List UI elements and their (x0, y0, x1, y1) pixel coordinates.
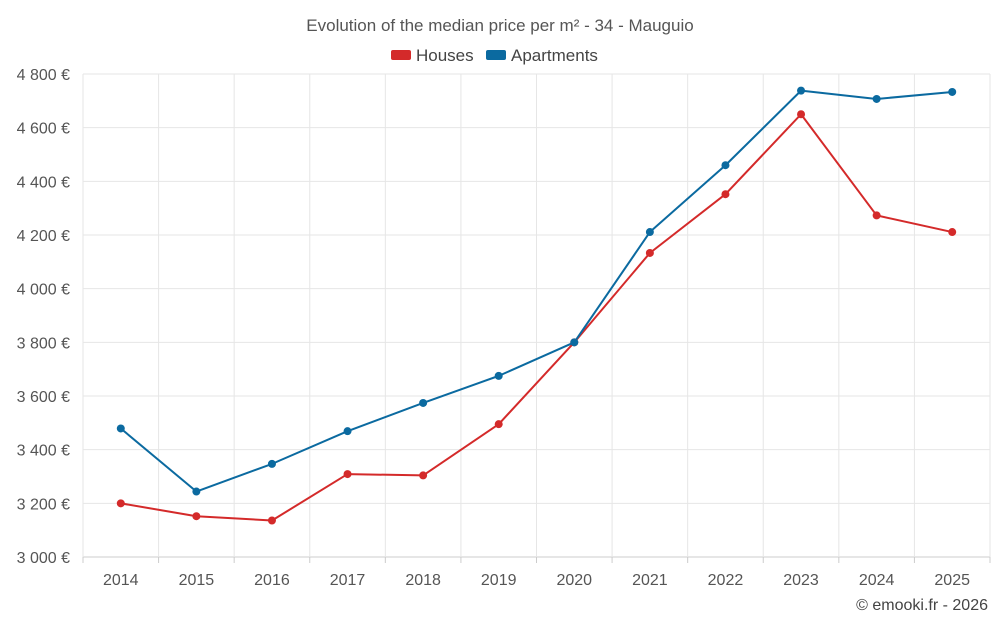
legend-label-houses[interactable]: Houses (416, 46, 474, 65)
y-tick-label: 3 000 € (17, 550, 70, 567)
x-tick-label: 2014 (103, 572, 139, 589)
data-point-apartments (645, 228, 654, 237)
y-tick-label: 4 000 € (17, 282, 70, 299)
x-tick-label: 2018 (405, 572, 441, 589)
credit-text: © emooki.fr - 2026 (856, 597, 988, 614)
series-points (116, 86, 957, 525)
data-point-houses (797, 110, 806, 119)
y-tick-label: 3 600 € (17, 389, 70, 406)
legend-swatch-apartments (486, 50, 506, 60)
data-point-houses (192, 512, 201, 521)
data-point-houses (343, 470, 352, 479)
x-tick-label: 2020 (556, 572, 592, 589)
data-point-houses (267, 516, 276, 525)
y-tick-label: 3 800 € (17, 335, 70, 352)
y-tick-label: 3 200 € (17, 496, 70, 513)
data-point-houses (116, 499, 125, 508)
x-tick-label: 2017 (330, 572, 366, 589)
data-point-apartments (494, 371, 503, 380)
series-line-houses (120, 113, 953, 522)
data-point-apartments (267, 459, 276, 468)
x-tick-label: 2025 (934, 572, 970, 589)
data-point-apartments (192, 487, 201, 496)
y-tick-label: 4 600 € (17, 121, 70, 138)
x-tick-label: 2019 (481, 572, 517, 589)
legend-swatch-houses (391, 50, 411, 60)
data-point-houses (645, 248, 654, 257)
x-axis: 2014 2015 2016 2017 2018 2019 2020 2021 2022 2023… (103, 572, 970, 589)
legend: Houses Apartments (391, 46, 598, 65)
data-point-apartments (570, 338, 579, 347)
data-point-houses (419, 471, 428, 480)
data-point-apartments (872, 94, 881, 103)
x-tick-label: 2016 (254, 572, 290, 589)
data-point-houses (494, 420, 503, 429)
chart-title: Evolution of the median price per m² - 3… (306, 16, 693, 35)
data-point-apartments (116, 424, 125, 433)
legend-label-apartments[interactable]: Apartments (511, 46, 598, 65)
x-tick-label: 2015 (179, 572, 215, 589)
data-point-houses (948, 228, 957, 237)
x-tick-label: 2023 (783, 572, 819, 589)
y-tick-label: 3 400 € (17, 443, 70, 460)
series-lines (120, 89, 953, 522)
data-point-houses (721, 190, 730, 199)
y-tick-label: 4 800 € (17, 67, 70, 84)
series-line-apartments (120, 89, 953, 493)
y-axis: 3 000 € 3 200 € 3 400 € 3 600 € 3 800 € 4 000… (17, 67, 70, 567)
x-tick-label: 2021 (632, 572, 668, 589)
x-tick-label: 2022 (708, 572, 744, 589)
data-point-apartments (948, 87, 957, 96)
data-point-apartments (419, 398, 428, 407)
data-point-houses (872, 211, 881, 220)
data-point-apartments (721, 161, 730, 170)
x-tick-label: 2024 (859, 572, 895, 589)
data-point-apartments (343, 427, 352, 436)
grid (82, 73, 991, 563)
data-point-apartments (797, 86, 806, 95)
y-tick-label: 4 400 € (17, 174, 70, 191)
y-tick-label: 4 200 € (17, 228, 70, 245)
